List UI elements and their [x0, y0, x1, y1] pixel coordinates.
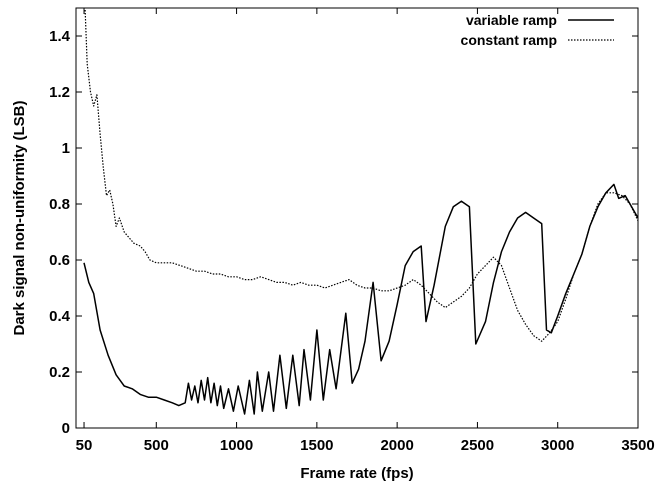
x-tick-label: 2000: [380, 437, 413, 454]
x-tick-label: 1000: [220, 437, 253, 454]
series-layer: [83, 8, 638, 415]
legend-label-variable-ramp: variable ramp: [466, 12, 557, 28]
y-tick-label: 1.4: [49, 28, 71, 45]
x-tick-label: 50: [76, 437, 93, 454]
y-axis: 0 0.2 0.4 0.6 0.8 1 1.2 1.4: [49, 28, 638, 437]
plot-frame: [75, 7, 639, 429]
y-tick-label: 0.8: [49, 196, 70, 213]
y-tick-label: 1: [62, 140, 70, 157]
x-tick-label: 1500: [300, 437, 333, 454]
x-tick-label: 3500: [621, 437, 654, 454]
x-axis: 50 500 1000 1500 2000 2500 3000 3500: [76, 8, 655, 454]
y-tick-label: 0.2: [49, 364, 70, 381]
x-tick-label: 2500: [461, 437, 494, 454]
x-tick-label: 500: [144, 437, 169, 454]
x-axis-title: Frame rate (fps): [300, 465, 413, 482]
legend-label-constant-ramp: constant ramp: [461, 32, 557, 48]
series-line-constant-ramp: [84, 8, 638, 342]
y-tick-label: 0.6: [49, 252, 70, 269]
legend: variable ramp constant ramp: [461, 12, 614, 48]
x-tick-label: 3000: [541, 437, 574, 454]
series-line-variable-ramp: [83, 183, 638, 415]
y-tick-label: 0: [62, 420, 70, 437]
y-axis-title: Dark signal non-uniformity (LSB): [11, 100, 28, 335]
y-tick-label: 0.4: [49, 308, 71, 325]
y-tick-label: 1.2: [49, 84, 70, 101]
